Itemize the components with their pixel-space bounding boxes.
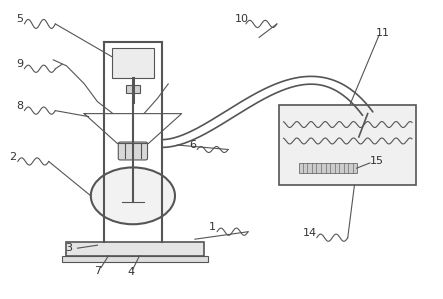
Bar: [126, 85, 140, 93]
Text: 11: 11: [376, 28, 390, 38]
Bar: [112, 48, 154, 78]
Text: 10: 10: [234, 14, 249, 25]
Bar: [279, 105, 416, 185]
Text: 3: 3: [65, 243, 72, 253]
Bar: [299, 163, 357, 173]
Text: 8: 8: [16, 101, 23, 111]
Text: 6: 6: [189, 140, 196, 150]
Text: 2: 2: [9, 152, 16, 162]
Text: 15: 15: [369, 156, 384, 166]
Circle shape: [91, 167, 175, 224]
Bar: [62, 256, 208, 262]
Text: 1: 1: [209, 222, 216, 232]
Text: 7: 7: [94, 266, 101, 276]
Text: 14: 14: [303, 228, 317, 238]
Bar: [66, 242, 204, 256]
Text: 9: 9: [16, 59, 23, 69]
FancyBboxPatch shape: [118, 142, 148, 160]
Text: 5: 5: [16, 14, 23, 25]
Text: 4: 4: [127, 267, 134, 277]
